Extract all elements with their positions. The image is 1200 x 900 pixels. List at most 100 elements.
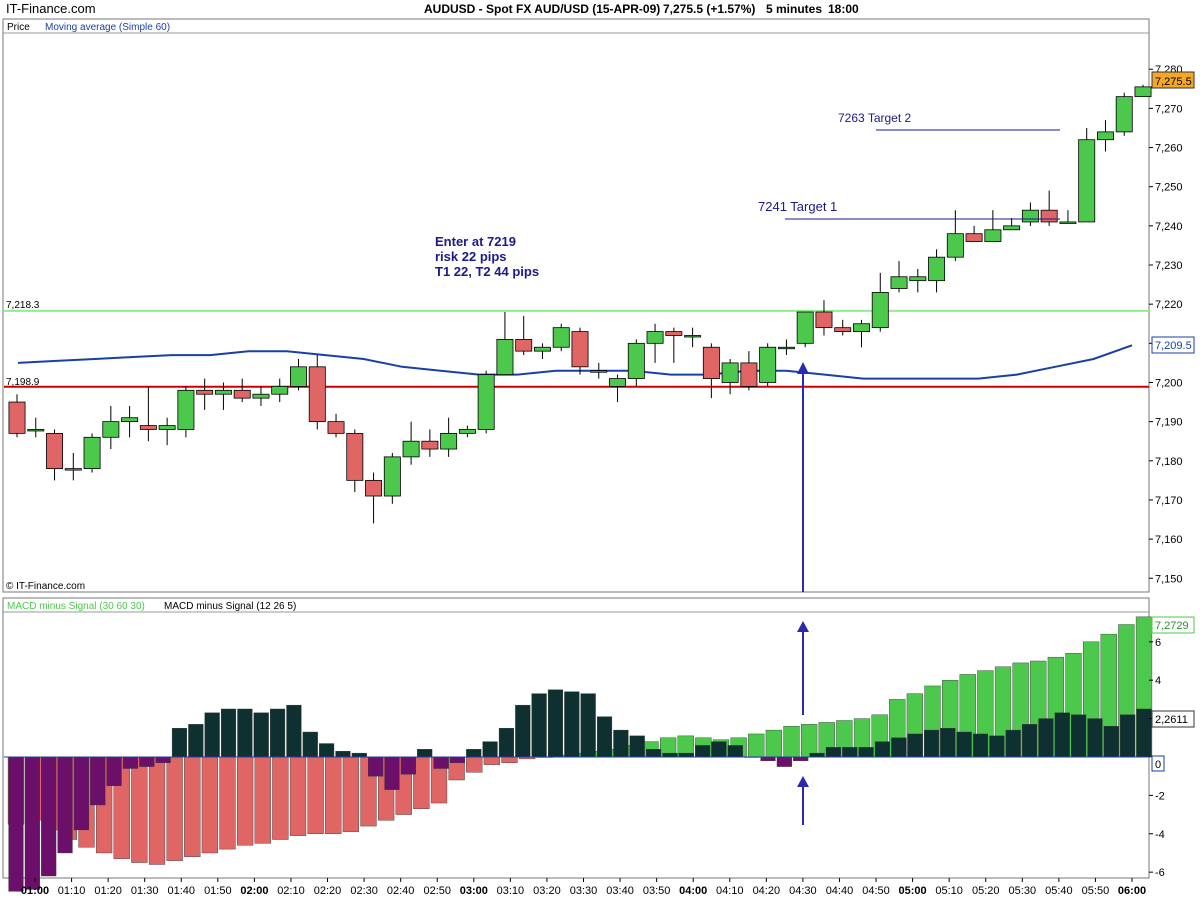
macd-slow-bar-45 [800, 724, 818, 758]
price-tick-label-11: 7,260 [1155, 143, 1183, 155]
time-tick-label-8: 02:20 [314, 885, 342, 897]
macd-fast-bar-66 [1087, 718, 1103, 758]
macd-fast-bar-57 [940, 727, 956, 758]
candle-body-36 [684, 335, 702, 338]
candle-4 [83, 433, 101, 473]
macd-fast-bar-12 [204, 712, 220, 758]
candle-body-12 [233, 389, 251, 399]
candle-11 [214, 382, 232, 410]
macd-fast-bar-6 [106, 756, 122, 786]
macd-fast-bar-41 [678, 752, 694, 758]
candle-body-40 [759, 346, 777, 383]
macd-bars-layer [4, 616, 1153, 892]
candle-26 [496, 312, 514, 376]
candle-9 [177, 386, 195, 438]
macd-fast-bar-59 [972, 733, 989, 758]
macd-slow-label: 7,2729 [1155, 620, 1189, 632]
time-tick-label-29: 05:50 [1082, 885, 1110, 897]
candle-58 [1096, 120, 1114, 152]
candle-body-49 [928, 256, 946, 282]
interval: 5 minutes [766, 2, 822, 16]
candle-7 [139, 386, 157, 442]
macd-fast-bar-48 [793, 756, 809, 762]
macd-fast-bar-24 [400, 756, 416, 775]
macd-fast-bar-38 [629, 735, 645, 758]
candle-body-34 [646, 331, 664, 344]
candle-19 [365, 472, 383, 524]
macd-fast-bar-5 [90, 756, 106, 806]
candle-body-15 [290, 366, 307, 387]
macd-fast-bar-47 [776, 756, 792, 767]
macd-fast-bar-49 [809, 752, 825, 758]
macd-fast-bar-27 [449, 756, 465, 763]
candle-body-6 [121, 417, 139, 423]
time-tick-label-22: 04:40 [826, 885, 854, 897]
macd-tick-label-0: -6 [1155, 867, 1165, 879]
candle-0 [8, 394, 26, 438]
last-price-label: 7,275.5 [1155, 76, 1192, 88]
time-tick-label-11: 02:50 [423, 885, 451, 897]
copyright: © IT-Finance.com [6, 581, 85, 592]
macd-fast-bar-30 [498, 727, 514, 758]
macd-fast-bar-29 [482, 741, 498, 758]
macd-slow-bar-26 [466, 756, 483, 773]
candle-body-13 [252, 393, 270, 399]
candle-45 [853, 319, 870, 348]
candle-body-22 [421, 440, 439, 450]
time-tick-label-30: 06:00 [1118, 885, 1146, 897]
macd-fast-bar-33 [547, 689, 564, 758]
candle-body-44 [834, 327, 852, 332]
macd-slow-bar-28 [501, 756, 518, 763]
macd-tick-label-5: 4 [1155, 675, 1161, 687]
time-axis: 01:00 01:10 01:20 01:30 01:40 01:50 02:00 02:10… [21, 878, 1146, 897]
candle-body-33 [627, 342, 645, 379]
candle-57 [1078, 127, 1096, 223]
price-tick-label-5: 7,200 [1155, 377, 1183, 389]
macd-fast-bar-25 [417, 749, 433, 758]
candle-body-7 [139, 425, 157, 430]
candle-41 [777, 339, 795, 356]
candle-12 [233, 378, 251, 403]
time-tick-label-13: 03:10 [497, 885, 525, 897]
macd-fast-bar-68 [1120, 714, 1136, 758]
candle-37 [702, 343, 720, 399]
annotation-risk: risk 22 pips [435, 249, 507, 264]
candle-56 [1059, 210, 1077, 224]
time-tick-label-20: 04:20 [753, 885, 781, 897]
macd-fast-bar-64 [1054, 712, 1070, 758]
candle-body-14 [271, 385, 289, 395]
last-price-badge: 7,275.5 [1151, 71, 1195, 89]
macd-fast-bar-51 [842, 747, 858, 758]
candle-2 [46, 429, 64, 481]
macd-fast-bar-52 [858, 747, 874, 758]
ma-value-badge: 7,209.5 [1151, 336, 1195, 354]
candle-13 [252, 386, 270, 406]
price-tick-label-12: 7,270 [1155, 103, 1183, 115]
price-tick-label-1: 7,160 [1155, 534, 1183, 546]
macd-fast-bar-50 [825, 747, 841, 758]
moving-average-line [17, 344, 1133, 380]
candle-body-28 [533, 346, 551, 352]
time-tick-label-19: 04:10 [716, 885, 744, 897]
candle-body-17 [327, 421, 345, 434]
macd-fast-bar-1 [24, 756, 40, 890]
candle-body-35 [665, 331, 683, 336]
candle-body-51 [965, 233, 983, 242]
macd-fast-bar-10 [171, 727, 188, 758]
candle-body-38 [721, 362, 739, 383]
macd-slow-bar-14 [254, 756, 271, 844]
time-tick-label-26: 05:20 [972, 885, 1000, 897]
candle-body-3 [64, 468, 82, 471]
entry-arrow-price [797, 362, 809, 592]
macd-slow-bar-15 [272, 756, 289, 840]
annotation-targets: T1 22, T2 44 pips [435, 264, 539, 279]
candle-body-2 [46, 432, 64, 470]
candle-body-57 [1078, 139, 1096, 223]
price-tick-label-2: 7,170 [1155, 495, 1183, 507]
price-tick-label-10: 7,250 [1155, 182, 1183, 194]
macd-fast-bar-36 [596, 716, 613, 758]
candle-32 [609, 374, 627, 403]
chart-title: AUDUSD - Spot FX AUD/USD (15-APR-09) [424, 2, 660, 16]
candle-body-18 [346, 432, 364, 481]
time-tick-label-2: 01:20 [94, 885, 122, 897]
